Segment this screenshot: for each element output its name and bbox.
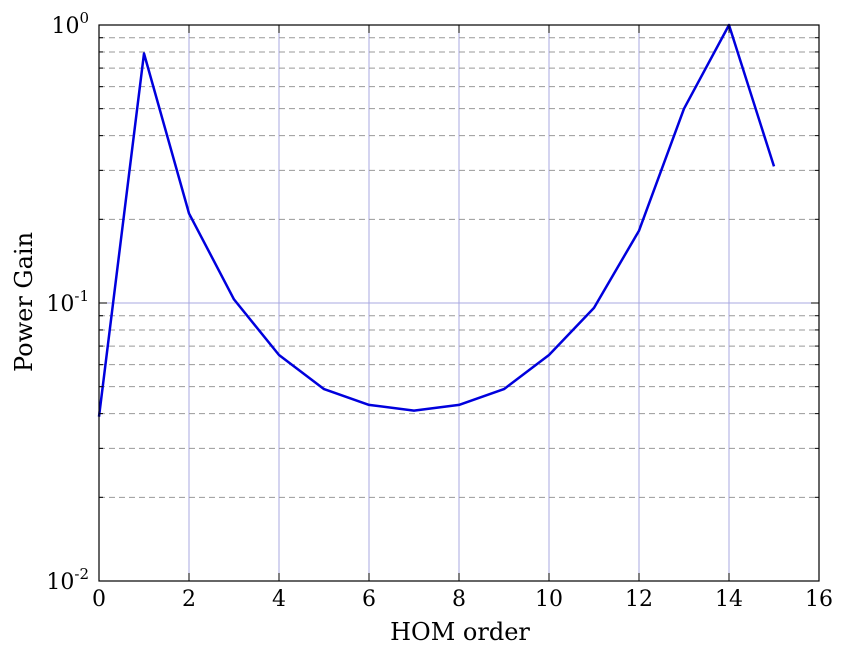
x-tick-label: 4	[272, 587, 286, 612]
y-tick-label: 100	[51, 9, 89, 39]
x-tick-label: 16	[805, 587, 833, 612]
x-tick-label: 2	[182, 587, 196, 612]
x-axis-title: HOM order	[390, 618, 530, 646]
x-tick-label: 6	[362, 587, 376, 612]
series-layer	[97, 23, 776, 417]
x-tick-label: 12	[625, 587, 653, 612]
labels-layer: 0 2 4 6 8 10 12 14 16 10-2 10-1 100	[46, 9, 833, 612]
y-axis-title: Power Gain	[10, 232, 38, 372]
x-tick-label: 0	[92, 587, 106, 612]
x-tick-label: 8	[452, 587, 466, 612]
x-tick-label: 14	[715, 587, 743, 612]
y-tick-label: 10-2	[46, 565, 89, 595]
x-tick-label: 10	[535, 587, 563, 612]
axes-layer	[98, 24, 820, 582]
grid	[99, 25, 819, 581]
series-line	[97, 23, 776, 417]
y-tick-label: 10-1	[46, 287, 89, 317]
